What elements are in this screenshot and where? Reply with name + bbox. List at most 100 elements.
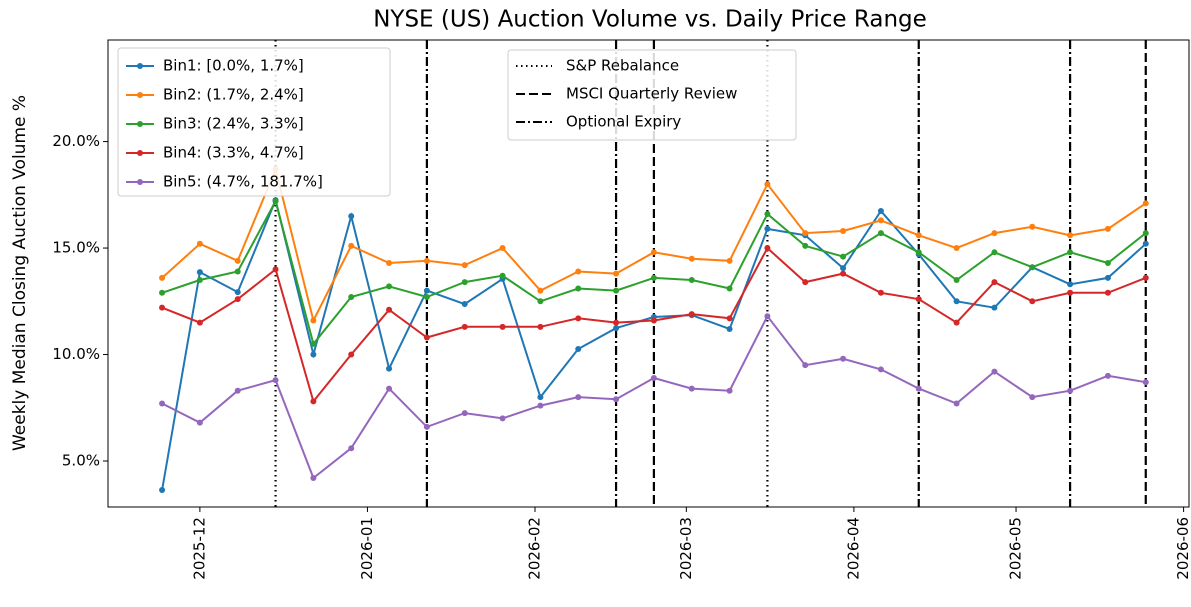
series-marker <box>1142 240 1149 247</box>
x-tick-label: 2026-04 <box>844 517 862 580</box>
legend: Bin1: [0.0%, 1.7%] Bin2: (1.7%, 2.4%] Bin3… <box>117 47 391 197</box>
series-marker <box>537 287 544 294</box>
series-marker <box>499 272 506 279</box>
series-marker <box>764 181 771 188</box>
series-marker <box>348 242 355 249</box>
series-marker <box>423 423 430 430</box>
series-marker <box>272 266 279 273</box>
series-marker <box>575 268 582 275</box>
series-marker <box>234 268 241 275</box>
series-marker <box>613 287 620 294</box>
y-tick-label: 20.0% <box>52 132 100 150</box>
series-marker <box>310 351 317 358</box>
series-marker <box>1104 372 1111 379</box>
series-marker <box>196 419 203 426</box>
series-marker <box>613 325 620 332</box>
series-marker <box>688 311 695 318</box>
series-marker <box>953 276 960 283</box>
series-marker <box>840 228 847 235</box>
series-marker <box>915 249 922 256</box>
series-marker <box>386 306 393 313</box>
legend-label: Bin1: [0.0%, 1.7%] <box>163 57 304 75</box>
series-marker <box>877 230 884 237</box>
series-marker <box>348 445 355 452</box>
legend-swatch-marker <box>137 179 143 185</box>
series-marker <box>310 475 317 482</box>
series-marker <box>234 257 241 264</box>
x-tick-label: 2026-06 <box>1174 517 1191 580</box>
series-marker <box>1067 387 1074 394</box>
series-marker <box>1029 394 1036 401</box>
series-marker <box>650 274 657 281</box>
series-marker <box>423 257 430 264</box>
series-marker <box>386 365 393 372</box>
series-marker <box>1029 298 1036 305</box>
series-marker <box>953 298 960 305</box>
series-marker <box>953 400 960 407</box>
legend-label: S&P Rebalance <box>566 57 679 75</box>
series-marker <box>423 334 430 341</box>
series-marker <box>159 289 166 296</box>
series-marker <box>196 276 203 283</box>
series-marker <box>764 313 771 320</box>
x-tick-label: 2025-12 <box>190 517 208 580</box>
series-marker <box>575 315 582 322</box>
legend-swatch-marker <box>137 150 143 156</box>
series-marker <box>802 362 809 369</box>
legend-label: Bin3: (2.4%, 3.3%] <box>163 115 304 133</box>
series-marker <box>1104 289 1111 296</box>
series-marker <box>537 323 544 330</box>
series-marker <box>953 319 960 326</box>
series-marker <box>1142 230 1149 237</box>
series-marker <box>877 217 884 224</box>
legend-label: Optional Expiry <box>566 113 681 131</box>
series-marker <box>1029 264 1036 271</box>
x-tick-label: 2026-01 <box>358 517 376 580</box>
series-marker <box>764 245 771 252</box>
series-marker <box>159 400 166 407</box>
series-marker <box>537 394 544 401</box>
series-marker <box>386 283 393 290</box>
series-marker <box>991 249 998 256</box>
series-marker <box>877 207 884 214</box>
series-marker <box>348 294 355 301</box>
series-marker <box>726 387 733 394</box>
series-marker <box>726 285 733 292</box>
series-marker <box>461 262 468 269</box>
y-tick-label: 10.0% <box>52 345 100 363</box>
series-marker <box>840 265 847 272</box>
series-marker <box>1067 289 1074 296</box>
series-marker <box>1142 200 1149 207</box>
series-marker <box>537 298 544 305</box>
series-marker <box>650 374 657 381</box>
series-marker <box>877 289 884 296</box>
series-marker <box>461 301 468 308</box>
series-marker <box>234 289 241 296</box>
series-marker <box>1029 223 1036 230</box>
series-marker <box>272 198 279 205</box>
series-marker <box>310 398 317 405</box>
series-marker <box>234 296 241 303</box>
series-marker <box>764 210 771 217</box>
legend-label: Bin5: (4.7%, 181.7%] <box>163 173 323 191</box>
series-marker <box>423 287 430 294</box>
series-marker <box>991 230 998 237</box>
series-marker <box>348 213 355 220</box>
series-marker <box>272 377 279 384</box>
series-marker <box>991 304 998 311</box>
series-marker <box>1142 379 1149 386</box>
legend-box <box>117 47 391 197</box>
series-marker <box>386 259 393 266</box>
series-marker <box>159 304 166 311</box>
x-tick-label: 2026-03 <box>677 517 695 580</box>
legend-label: MSCI Quarterly Review <box>566 85 737 103</box>
series-marker <box>613 396 620 403</box>
series-marker <box>1104 259 1111 266</box>
legend-box <box>507 49 797 141</box>
legend-swatch-marker <box>137 121 143 127</box>
series-marker <box>196 269 203 276</box>
series-marker <box>310 340 317 347</box>
series-marker <box>840 270 847 277</box>
series-marker <box>915 385 922 392</box>
series-marker <box>726 325 733 332</box>
